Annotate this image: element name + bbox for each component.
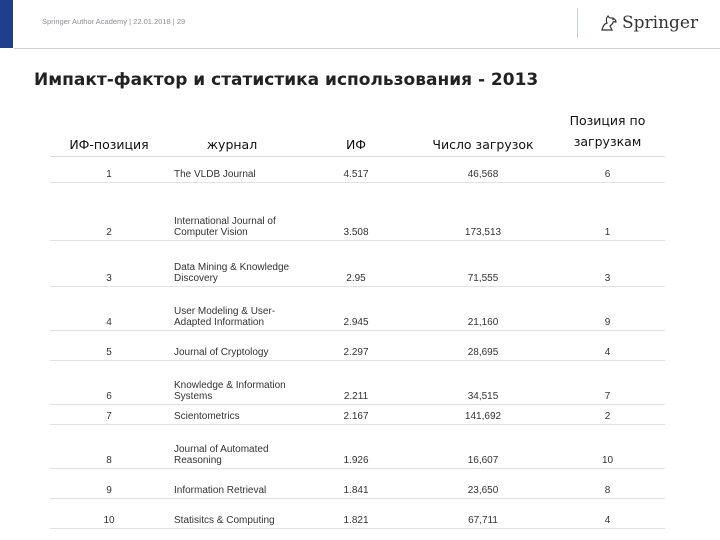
cell-downloads: 16,607 bbox=[416, 424, 550, 469]
cell-download-rank: 1 bbox=[550, 182, 665, 241]
cell-downloads: 71,555 bbox=[416, 240, 550, 287]
cell-if-position: 3 bbox=[50, 240, 168, 287]
cell-download-rank: 8 bbox=[550, 468, 665, 499]
column-header-journal: журнал bbox=[168, 104, 296, 157]
column-header-if-position: ИФ-позиция bbox=[50, 104, 168, 157]
cell-journal: User Modeling & User-Adapted Information bbox=[168, 286, 296, 331]
table-row: 3 Data Mining & Knowledge Discovery 2.95… bbox=[50, 240, 665, 287]
cell-if-position: 6 bbox=[50, 360, 168, 405]
cell-journal: The VLDB Journal bbox=[168, 156, 296, 183]
column-header-impact-factor: ИФ bbox=[296, 104, 416, 157]
cell-if-position: 5 bbox=[50, 330, 168, 361]
cell-journal: Scientometrics bbox=[168, 404, 296, 425]
logo-text: Springer bbox=[622, 13, 699, 33]
cell-journal: Journal of Cryptology bbox=[168, 330, 296, 361]
cell-if-position: 7 bbox=[50, 404, 168, 425]
cell-impact-factor: 1.821 bbox=[296, 498, 416, 529]
cell-journal: Knowledge & Information Systems bbox=[168, 360, 296, 405]
column-header-download-rank: Позиция по загрузкам bbox=[550, 104, 665, 157]
springer-logo: Springer bbox=[598, 10, 698, 36]
cell-impact-factor: 2.297 bbox=[296, 330, 416, 361]
accent-bar bbox=[0, 0, 13, 48]
cell-download-rank: 7 bbox=[550, 360, 665, 405]
cell-impact-factor: 2.95 bbox=[296, 240, 416, 287]
table-row: 7 Scientometrics 2.167 141,692 2 bbox=[50, 404, 665, 425]
cell-download-rank: 6 bbox=[550, 156, 665, 183]
cell-if-position: 1 bbox=[50, 156, 168, 183]
cell-downloads: 46,568 bbox=[416, 156, 550, 183]
cell-if-position: 9 bbox=[50, 468, 168, 499]
cell-download-rank: 4 bbox=[550, 498, 665, 529]
cell-download-rank: 10 bbox=[550, 424, 665, 469]
cell-download-rank: 2 bbox=[550, 404, 665, 425]
cell-journal: International Journal of Computer Vision bbox=[168, 182, 296, 241]
header-divider bbox=[14, 48, 720, 49]
table-row: 10 Statisitcs & Computing 1.821 67,711 4 bbox=[50, 498, 665, 529]
cell-downloads: 28,695 bbox=[416, 330, 550, 361]
table-row: 2 International Journal of Computer Visi… bbox=[50, 182, 665, 241]
journal-stats-table: ИФ-позиция журнал ИФ Число загрузок Пози… bbox=[50, 104, 665, 529]
cell-download-rank: 9 bbox=[550, 286, 665, 331]
cell-impact-factor: 3.508 bbox=[296, 182, 416, 241]
table-row: 9 Information Retrieval 1.841 23,650 8 bbox=[50, 468, 665, 499]
cell-downloads: 21,160 bbox=[416, 286, 550, 331]
cell-impact-factor: 1.926 bbox=[296, 424, 416, 469]
cell-journal: Statisitcs & Computing bbox=[168, 498, 296, 529]
table-row: 1 The VLDB Journal 4.517 46,568 6 bbox=[50, 156, 665, 183]
table-row: 4 User Modeling & User-Adapted Informati… bbox=[50, 286, 665, 331]
springer-horse-icon bbox=[601, 14, 617, 31]
cell-downloads: 141,692 bbox=[416, 404, 550, 425]
table-row: 6 Knowledge & Information Systems 2.211 … bbox=[50, 360, 665, 405]
table-header-row: ИФ-позиция журнал ИФ Число загрузок Пози… bbox=[50, 104, 665, 157]
cell-downloads: 23,650 bbox=[416, 468, 550, 499]
slide-footer: Springer Author Academy | 22.01.2018 | 2… bbox=[42, 17, 186, 26]
cell-downloads: 34,515 bbox=[416, 360, 550, 405]
cell-downloads: 173,513 bbox=[416, 182, 550, 241]
cell-journal: Data Mining & Knowledge Discovery bbox=[168, 240, 296, 287]
cell-impact-factor: 4.517 bbox=[296, 156, 416, 183]
column-header-downloads: Число загрузок bbox=[416, 104, 550, 157]
cell-impact-factor: 2.167 bbox=[296, 404, 416, 425]
table-row: 8 Journal of Automated Reasoning 1.926 1… bbox=[50, 424, 665, 469]
cell-if-position: 8 bbox=[50, 424, 168, 469]
cell-journal: Journal of Automated Reasoning bbox=[168, 424, 296, 469]
cell-if-position: 2 bbox=[50, 182, 168, 241]
cell-impact-factor: 1.841 bbox=[296, 468, 416, 499]
cell-download-rank: 4 bbox=[550, 330, 665, 361]
cell-download-rank: 3 bbox=[550, 240, 665, 287]
cell-if-position: 10 bbox=[50, 498, 168, 529]
cell-impact-factor: 2.945 bbox=[296, 286, 416, 331]
cell-if-position: 4 bbox=[50, 286, 168, 331]
page-title: Импакт-фактор и статистика использования… bbox=[34, 70, 539, 90]
cell-journal: Information Retrieval bbox=[168, 468, 296, 499]
cell-impact-factor: 2.211 bbox=[296, 360, 416, 405]
cell-downloads: 67,711 bbox=[416, 498, 550, 529]
logo-separator bbox=[577, 8, 578, 38]
table-row: 5 Journal of Cryptology 2.297 28,695 4 bbox=[50, 330, 665, 361]
